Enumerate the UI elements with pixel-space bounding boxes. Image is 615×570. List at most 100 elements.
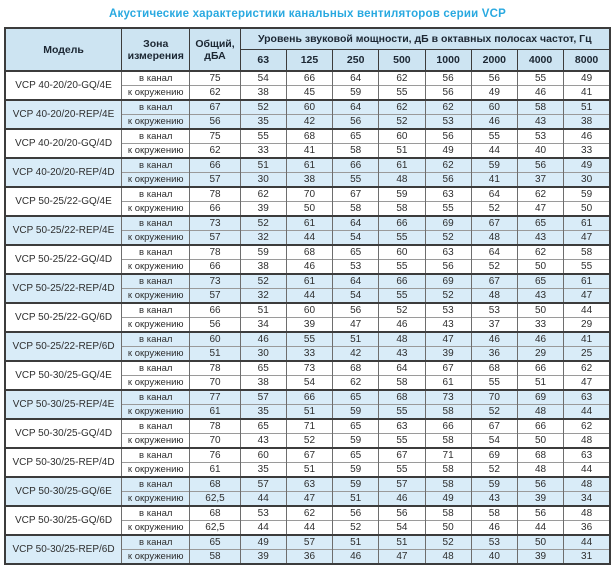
band-cell: 67 xyxy=(378,447,426,463)
band-cell: 58 xyxy=(332,143,380,158)
band-cell: 59 xyxy=(470,157,518,173)
band-cell: 63 xyxy=(424,244,472,260)
table-row: к окружению 62 38 45 59 55 56 49 46 41 xyxy=(5,85,611,100)
band-cell: 61 xyxy=(563,273,611,289)
band-cell: 41 xyxy=(563,85,611,100)
band-cell: 51 xyxy=(285,404,334,419)
zone-cell: к окружению xyxy=(121,549,191,564)
band-cell: 56 xyxy=(516,157,565,173)
band-cell: 43 xyxy=(424,317,472,332)
band-cell: 33 xyxy=(285,346,334,361)
band-cell: 61 xyxy=(424,375,472,390)
model-cell: VCP 50-25/22-GQ/4D xyxy=(4,244,123,274)
band-cell: 54 xyxy=(285,375,334,390)
band-cell: 55 xyxy=(563,259,611,274)
column-header-model: Модель xyxy=(4,27,123,72)
band-cell: 68 xyxy=(378,389,426,405)
table-row: VCP 50-30/25-REP/6D в канал 65 49 57 51 51 52 53… xyxy=(4,534,611,564)
band-cell: 52 xyxy=(470,462,518,477)
band-cell: 66 xyxy=(285,389,334,405)
table-row: VCP 50-30/25-GQ/6D в канал 68 53 62 56 56 58 58 5… xyxy=(4,505,611,535)
zone-cell: к окружению xyxy=(121,259,191,274)
band-cell: 68 xyxy=(285,128,334,144)
band-cell: 51 xyxy=(516,375,565,390)
band-cell: 52 xyxy=(470,404,518,419)
band-cell: 41 xyxy=(285,143,334,158)
band-cell: 48 xyxy=(470,230,518,245)
band-cell: 53 xyxy=(239,505,287,521)
total-cell: 76 xyxy=(189,447,241,463)
total-cell: 51 xyxy=(189,346,241,361)
band-cell: 53 xyxy=(470,534,518,550)
band-cell: 41 xyxy=(563,331,611,347)
band-cell: 57 xyxy=(378,476,426,492)
table-row: к окружению 58 39 36 46 47 48 40 39 31 xyxy=(5,549,611,564)
band-cell: 55 xyxy=(470,375,518,390)
table-row: VCP 40-20/20-GQ/4E в канал 75 54 66 64 62 56 56 5… xyxy=(4,70,611,100)
band-cell: 33 xyxy=(516,317,565,332)
total-cell: 78 xyxy=(189,360,241,376)
band-cell: 44 xyxy=(470,143,518,158)
band-cell: 61 xyxy=(563,215,611,231)
band-cell: 47 xyxy=(563,288,611,303)
band-cell: 54 xyxy=(378,520,426,535)
band-cell: 44 xyxy=(285,230,334,245)
band-cell: 38 xyxy=(239,85,287,100)
band-cell: 65 xyxy=(332,389,380,405)
band-cell: 56 xyxy=(332,302,380,318)
band-cell: 36 xyxy=(470,346,518,361)
band-cell: 58 xyxy=(424,462,472,477)
band-cell: 47 xyxy=(332,317,380,332)
band-cell: 65 xyxy=(516,215,565,231)
table-row: к окружению 62 33 41 58 51 49 44 40 33 xyxy=(5,143,611,158)
band-cell: 62 xyxy=(332,375,380,390)
band-cell: 43 xyxy=(516,230,565,245)
band-cell: 59 xyxy=(378,186,426,202)
band-cell: 62 xyxy=(285,505,334,521)
band-cell: 30 xyxy=(563,172,611,187)
band-cell: 65 xyxy=(239,418,287,434)
band-cell: 54 xyxy=(332,288,380,303)
band-cell: 69 xyxy=(424,215,472,231)
band-cell: 60 xyxy=(378,244,426,260)
band-cell: 38 xyxy=(239,375,287,390)
zone-cell: к окружению xyxy=(121,520,191,535)
band-cell: 46 xyxy=(470,520,518,535)
total-cell: 70 xyxy=(189,433,241,448)
band-cell: 56 xyxy=(424,85,472,100)
band-cell: 29 xyxy=(516,346,565,361)
band-cell: 61 xyxy=(285,157,334,173)
band-cell: 52 xyxy=(332,520,380,535)
table-row: к окружению 57 30 38 55 48 56 41 37 30 xyxy=(5,172,611,187)
band-cell: 60 xyxy=(378,128,426,144)
table-row: к окружению 66 39 50 58 58 55 52 47 50 xyxy=(5,201,611,216)
band-cell: 67 xyxy=(424,360,472,376)
band-cell: 50 xyxy=(563,201,611,216)
table-row: к окружению 57 32 44 54 55 52 48 43 47 xyxy=(5,288,611,303)
band-cell: 64 xyxy=(332,215,380,231)
total-cell: 57 xyxy=(189,288,241,303)
band-cell: 39 xyxy=(285,317,334,332)
band-cell: 59 xyxy=(332,433,380,448)
band-cell: 44 xyxy=(563,534,611,550)
band-cell: 33 xyxy=(239,143,287,158)
band-cell: 70 xyxy=(470,389,518,405)
total-cell: 66 xyxy=(189,157,241,173)
band-cell: 65 xyxy=(332,244,380,260)
band-cell: 42 xyxy=(285,114,334,129)
band-cell: 73 xyxy=(424,389,472,405)
band-cell: 44 xyxy=(563,302,611,318)
band-cell: 59 xyxy=(332,85,380,100)
band-cell: 39 xyxy=(516,491,565,506)
band-cell: 65 xyxy=(239,360,287,376)
table-row: к окружению 61 35 51 59 55 58 52 48 44 xyxy=(5,462,611,477)
total-cell: 60 xyxy=(189,331,241,347)
band-cell: 54 xyxy=(239,70,287,86)
band-cell: 58 xyxy=(424,505,472,521)
table-row: VCP 50-25/22-GQ/4E в канал 78 62 70 67 59 63 64 6… xyxy=(4,186,611,216)
band-cell: 63 xyxy=(378,418,426,434)
table-row: к окружению 62,5 44 47 51 46 49 43 39 34 xyxy=(5,491,611,506)
total-cell: 56 xyxy=(189,114,241,129)
band-cell: 36 xyxy=(285,549,334,564)
total-cell: 78 xyxy=(189,418,241,434)
